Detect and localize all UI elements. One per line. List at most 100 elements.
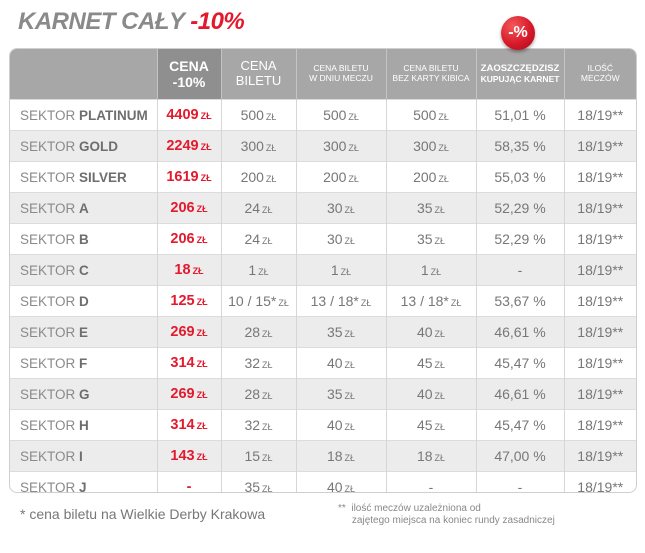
discounted-price-unit: ZŁ [200,142,212,152]
sector-prefix: SEKTOR [20,138,76,154]
ticket-price-unit: ZŁ [262,360,273,370]
savings-percent: 58,35 % [476,130,565,162]
matchday-price-unit: ZŁ [344,484,356,493]
savings-percent: - [476,471,565,492]
header-price-discount: CENA -10% [157,49,222,100]
sector-label: I [79,448,83,464]
discounted-price-unit: ZŁ [196,235,208,245]
ticket-price: 24 ZŁ [221,223,297,255]
discounted-price-value: 206 [170,200,195,216]
matchday-price: 40 ZŁ [296,347,387,379]
table-row: SEKTOR E 269 ZŁ 28 ZŁ 35 ZŁ 40 ZŁ 46,61 % 18/19** [10,316,636,348]
discounted-price-unit: ZŁ [200,173,212,183]
match-count: 18/19** [564,471,636,492]
ticket-price-unit: ZŁ [262,329,273,339]
discounted-price-unit: ZŁ [196,359,208,369]
match-count: 18/19** [564,347,636,379]
no-fancard-price: 40 ZŁ [386,316,477,348]
savings-percent: 52,29 % [476,223,565,255]
matchday-price-value: 40 [326,355,343,371]
no-fancard-price: 45 ZŁ [386,347,477,379]
ticket-price-value: 28 [244,386,261,402]
matchday-price-value: 300 [323,138,347,154]
sector-label: A [79,200,89,216]
discounted-price-unit: ZŁ [196,452,208,462]
ticket-price-value: 1 [248,262,257,278]
matchday-price-unit: ZŁ [360,298,372,308]
no-fancard-price: 500 ZŁ [386,99,477,131]
match-count: 18/19** [564,254,636,286]
no-fancard-price-value: 35 [416,200,433,216]
sector-name: SEKTOR F [10,347,158,379]
sector-prefix: SEKTOR [20,448,76,464]
sector-prefix: SEKTOR [20,200,76,216]
discounted-price-unit: ZŁ [200,111,212,121]
sector-name: SEKTOR PLATINUM [10,99,158,131]
matchday-price-unit: ZŁ [348,112,359,122]
discounted-price: 206 ZŁ [157,223,222,255]
discounted-price: 1619 ZŁ [157,161,222,193]
no-fancard-price-value: 40 [416,324,433,340]
match-count: 18/19** [564,161,636,193]
discounted-price-value: 2249 [166,138,199,154]
matchday-price-unit: ZŁ [344,422,356,432]
table-header-row: CENA -10% CENA BILETU CENA BILETU W DNIU ME… [10,49,636,100]
sector-label: F [79,355,88,371]
sector-label: G [79,386,90,402]
ticket-price-unit: ZŁ [265,174,277,184]
ticket-price-value: 35 [244,479,261,493]
ticket-price-value: 300 [240,138,264,154]
discounted-price-value: 18 [174,262,191,278]
header-sector [10,49,158,100]
ticket-price: 32 ZŁ [221,347,297,379]
table-row: SEKTOR D 125 ZŁ 10 / 15* ZŁ 13 / 18* ZŁ 13 / 18… [10,285,636,317]
no-fancard-price: 40 ZŁ [386,378,477,410]
no-fancard-price-value: 45 [416,355,433,371]
header-matchday-price: CENA BILETU W DNIU MECZU [296,49,387,100]
ticket-price-value: 10 / 15* [228,293,277,309]
ticket-price-unit: ZŁ [278,298,289,308]
discounted-price-unit: ZŁ [196,297,208,307]
matchday-price-unit: ZŁ [344,205,356,215]
discounted-price-value: 4409 [166,107,199,123]
ticket-price: 300 ZŁ [221,130,297,162]
no-fancard-price: 200 ZŁ [386,161,477,193]
title-main: KARNET CAŁY [18,8,185,35]
sector-label: PLATINUM [79,107,148,123]
table-row: SEKTOR G 269 ZŁ 28 ZŁ 35 ZŁ 40 ZŁ 46,61 % 18/19** [10,378,636,410]
savings-percent: 46,61 % [476,316,565,348]
matchday-price-unit: ZŁ [340,267,352,277]
no-fancard-price-unit: ZŁ [434,236,446,246]
no-fancard-price: 1 ZŁ [386,254,477,286]
sector-label: E [79,324,89,340]
sector-name: SEKTOR GOLD [10,130,158,162]
no-fancard-price-value: 35 [416,231,433,247]
ticket-price: 28 ZŁ [221,378,297,410]
sector-name: SEKTOR J [10,471,158,492]
savings-percent: 51,01 % [476,99,565,131]
sector-name: SEKTOR G [10,378,158,410]
sector-label: H [79,417,89,433]
savings-percent: 47,00 % [476,440,565,472]
ticket-price-value: 200 [240,169,264,185]
ticket-price-unit: ZŁ [265,112,277,122]
no-fancard-price-value: 40 [416,386,433,402]
discounted-price: 18 ZŁ [157,254,222,286]
discounted-price: 269 ZŁ [157,316,222,348]
match-count: 18/19** [564,316,636,348]
savings-percent: 45,47 % [476,409,565,441]
table-row: SEKTOR SILVER 1619 ZŁ 200 ZŁ 200 ZŁ 200 ZŁ 55,03 … [10,161,636,193]
discounted-price-value: - [186,479,192,493]
sector-label: SILVER [79,169,127,185]
no-fancard-price-unit: ZŁ [434,422,446,432]
ticket-price: 1 ZŁ [221,254,297,286]
sector-label: C [79,262,89,278]
no-fancard-price-value: 1 [420,262,429,278]
ticket-price: 32 ZŁ [221,409,297,441]
ticket-price: 35 ZŁ [221,471,297,493]
ticket-price-unit: ZŁ [258,267,269,277]
table-body: SEKTOR PLATINUM 4409 ZŁ 500 ZŁ 500 ZŁ 500 ZŁ 51,0… [10,99,636,493]
no-fancard-price-unit: ZŁ [438,143,449,153]
ticket-price-unit: ZŁ [265,143,277,153]
matchday-price: 35 ZŁ [296,316,387,348]
